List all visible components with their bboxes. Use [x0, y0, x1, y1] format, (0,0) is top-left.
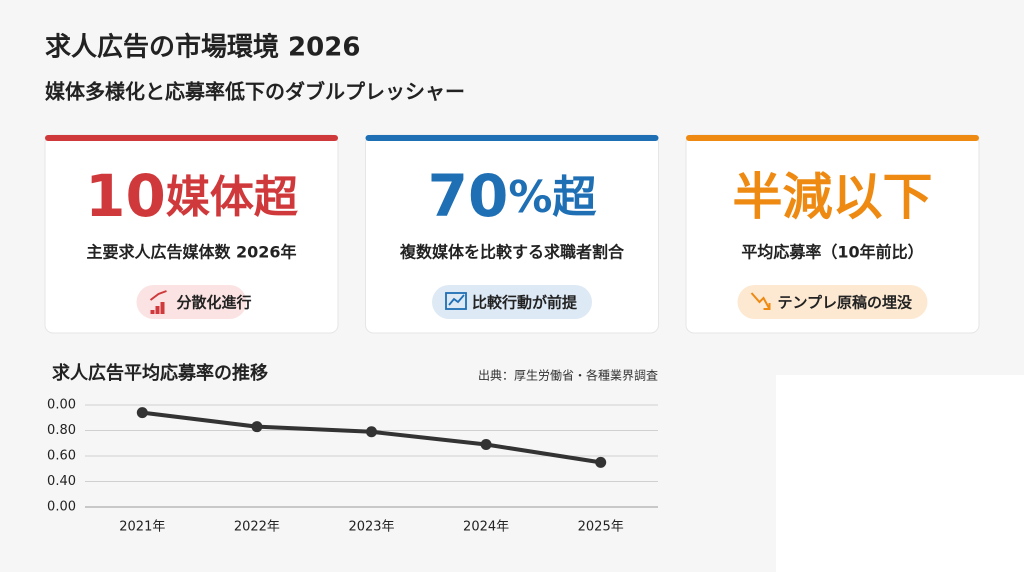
pill [432, 285, 592, 319]
pill-icon [149, 290, 167, 301]
point [366, 426, 377, 438]
line [142, 410, 602, 465]
source: 出典：厚生労働省・各種業界調査 [478, 368, 658, 383]
x-tick-label: 2025年 [578, 520, 624, 535]
pill-icon [750, 292, 771, 310]
pill-icon [445, 292, 467, 310]
chart-title: 求人広告平均応募率の推移 [52, 362, 268, 384]
card-big: 10媒体超 [85, 162, 299, 230]
card-big-number: 半減以下 [733, 168, 933, 226]
card-big-number: 10 [85, 162, 166, 230]
point [251, 421, 263, 433]
card-accent [686, 135, 979, 141]
x-tick-label: 2021年 [119, 520, 165, 535]
pill-text: 比較行動が前提 [472, 294, 578, 312]
card-label: 複数媒体を比較する求職者割合 [399, 243, 625, 262]
card-accent [45, 135, 338, 141]
pill-icon [150, 310, 155, 314]
pill-text: テンプレ原稿の埋没 [778, 294, 914, 312]
y-tick-label: 0.60 [47, 449, 76, 464]
card-big-unit: 媒体超 [166, 172, 299, 223]
point [595, 456, 607, 468]
card-big: 半減以下 [733, 168, 933, 226]
y-tick-label: 0.00 [47, 398, 76, 413]
card-label: 平均応募率（10年前比） [741, 243, 923, 262]
pill-icon [160, 302, 165, 314]
blank-panel [776, 375, 1024, 572]
pill-icon [448, 294, 465, 306]
point [136, 407, 148, 419]
card-label: 主要求人広告媒体数 2026年 [86, 243, 296, 262]
x-tick-label: 2024年 [463, 520, 509, 535]
pill-icon [155, 306, 160, 314]
card-big: 70%超 [428, 162, 598, 230]
y-tick-label: 0.80 [47, 423, 76, 438]
x-tick-label: 2023年 [348, 520, 394, 535]
card-accent [365, 135, 659, 141]
y-tick-label: 0.40 [47, 474, 76, 489]
y-tick-label: 0.00 [47, 500, 76, 515]
title: 求人広告の市場環境 2026 [45, 32, 360, 63]
card-big-unit: %超 [508, 172, 597, 223]
card-big-number: 70 [428, 162, 509, 230]
pill [737, 285, 928, 319]
x-tick-label: 2022年 [234, 520, 280, 535]
point [480, 439, 492, 451]
pill-text: 分散化進行 [177, 294, 252, 312]
subtitle: 媒体多様化と応募率低下のダブルプレッシャー [45, 80, 465, 104]
